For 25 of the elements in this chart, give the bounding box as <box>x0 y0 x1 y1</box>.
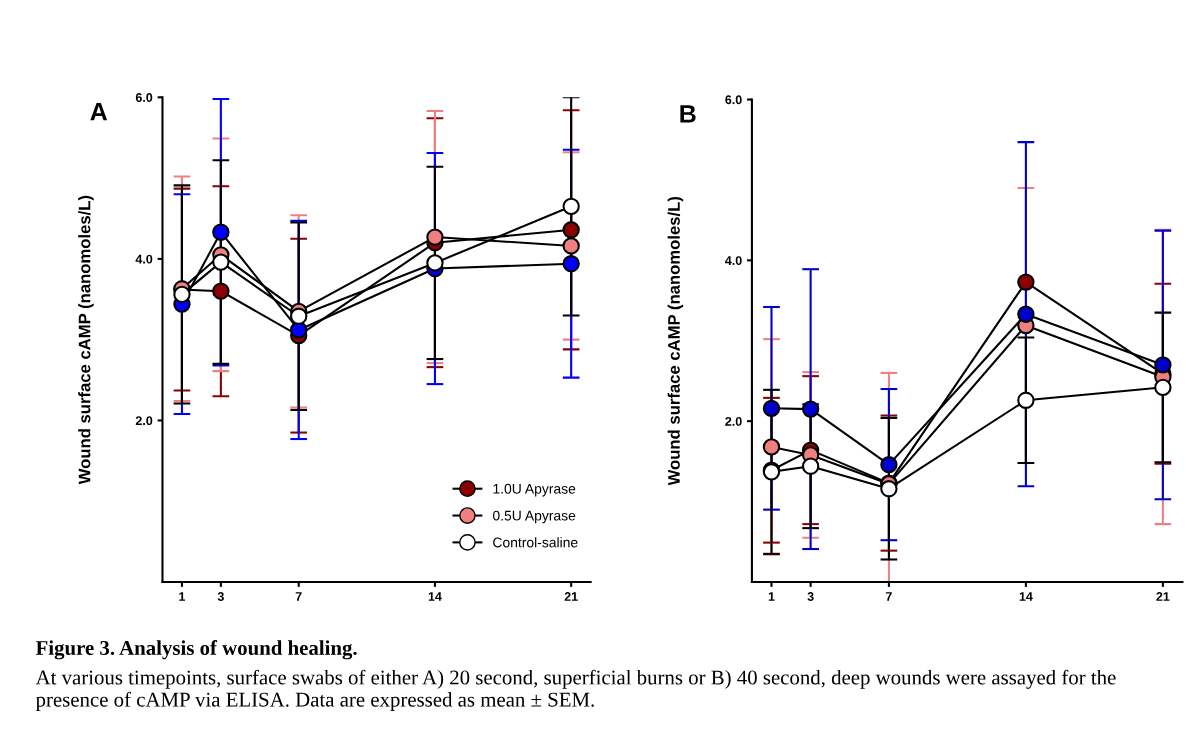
x-tick-label: 21 <box>564 592 578 601</box>
x-tick-label: 1 <box>768 592 775 601</box>
x-tick-label: 7 <box>295 592 302 601</box>
x-tick-label: 14 <box>428 592 442 601</box>
legend-label: Control-saline <box>493 537 578 548</box>
y-axis-title: Wound surface cAMP (nanomoles/L) <box>78 195 94 485</box>
y-axis-title: Wound surface cAMP (nanomoles/L) <box>667 196 684 486</box>
y-tick-label: 2.0 <box>725 416 742 426</box>
legend-label: 1.0U Apyrase <box>493 483 576 497</box>
x-tick-label: 21 <box>1156 592 1170 601</box>
x-tick-label: 1 <box>179 592 186 601</box>
x-tick-label: 3 <box>217 592 224 601</box>
y-tick-label: 4.0 <box>725 256 742 266</box>
y-tick-label: 4.0 <box>135 254 153 264</box>
chart-title: B <box>680 105 696 123</box>
text: At various timepoints, surface swabs of either A) 20 second, superficial burns or B) 40 second, deep wounds were assayed for the presence of cAMP via ELISA. Data are expressed as mean ± SEM. <box>35 669 1116 711</box>
x-tick-label: 3 <box>807 592 814 601</box>
caption: Figure 3. Analysis of wound healing. <box>35 640 357 660</box>
y-tick-label: 6.0 <box>135 93 153 102</box>
y-tick-label: 2.0 <box>135 416 153 426</box>
y-tick-label: 6.0 <box>725 95 742 105</box>
chart-title: A <box>90 103 108 121</box>
x-tick-label: 7 <box>885 592 892 601</box>
x-tick-label: 14 <box>1019 592 1033 601</box>
legend-label: 0.5U Apyrase <box>492 510 576 524</box>
